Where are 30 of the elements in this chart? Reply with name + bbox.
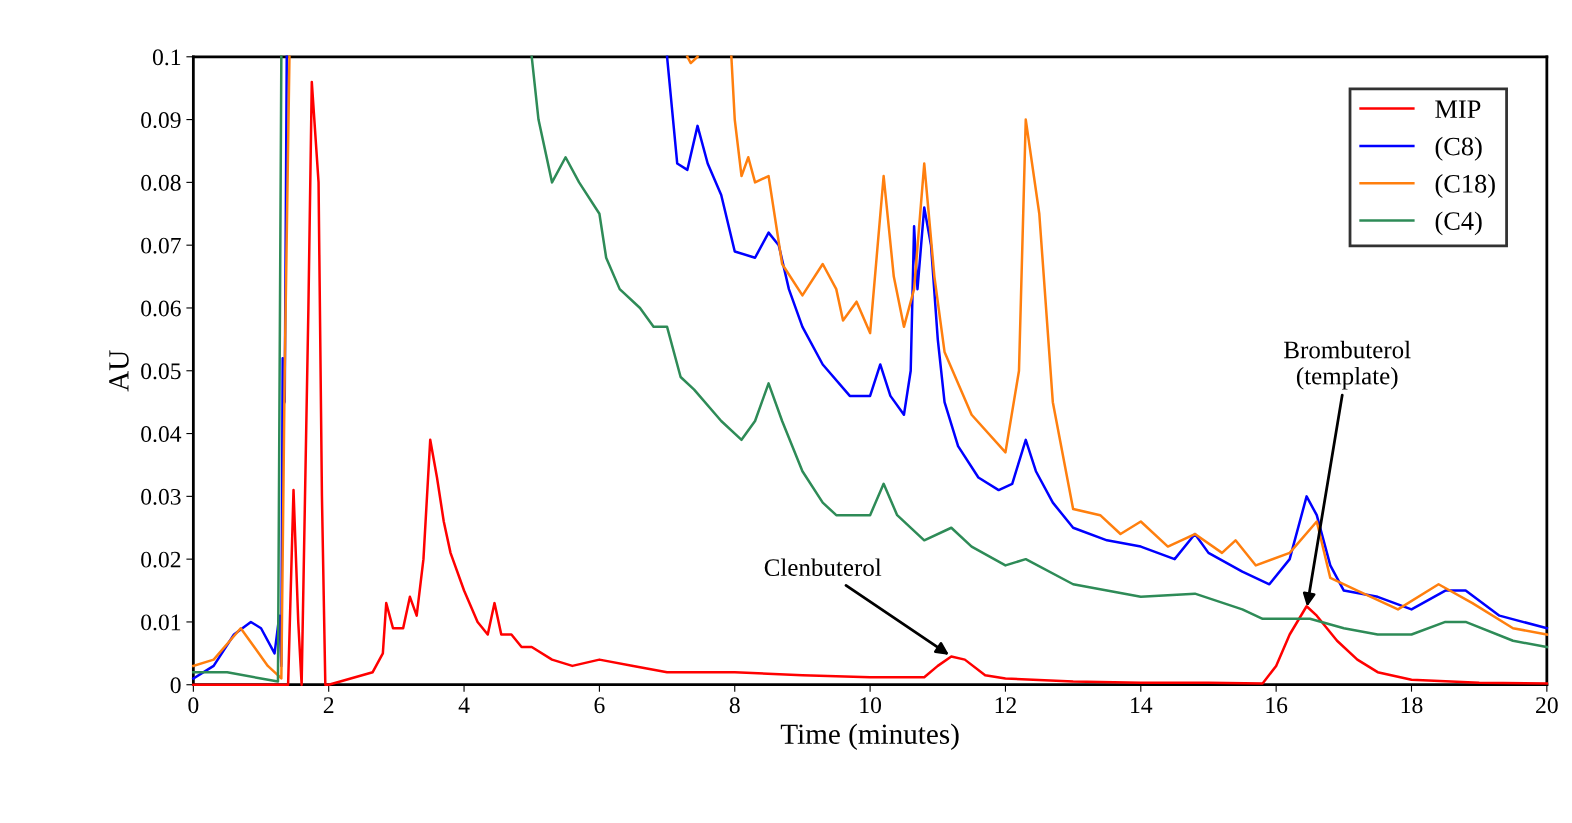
y-tick-label: 0.04 — [141, 426, 182, 443]
y-tick-label: 0.02 — [141, 551, 181, 568]
annotation: Brombuterol (template) — [1284, 340, 1411, 390]
y-tick-label: 0.07 — [141, 237, 181, 254]
x-tick-label: 8 — [729, 697, 740, 714]
y-tick-label: 0.01 — [141, 614, 181, 631]
y-axis-title: AU — [109, 350, 129, 392]
x-tick-label: 4 — [458, 697, 470, 713]
legend-label: MIP — [1435, 100, 1481, 118]
annotation: Clenbuterol — [764, 558, 882, 577]
y-tick-label: 0 — [170, 677, 181, 694]
y-tick-label: 0.1 — [152, 49, 181, 66]
x-tick-label: 2 — [323, 697, 334, 713]
legend-label: (C18) — [1435, 174, 1495, 199]
legend-label: (C4) — [1435, 211, 1482, 236]
y-tick-label: 0.03 — [141, 488, 181, 505]
x-tick-label: 20 — [1536, 697, 1558, 714]
y-tick-label: 0.05 — [141, 363, 181, 380]
x-tick-label: 12 — [995, 697, 1016, 713]
x-axis-title: Time (minutes) — [780, 723, 959, 750]
x-tick-label: 18 — [1401, 697, 1423, 714]
legend-label: (C8) — [1435, 136, 1482, 161]
y-tick-label: 0.06 — [141, 300, 181, 317]
y-tick-label: 0.08 — [141, 174, 181, 191]
x-tick-label: 6 — [594, 697, 605, 714]
x-tick-label: 16 — [1266, 697, 1288, 714]
x-tick-label: 10 — [860, 697, 882, 714]
x-tick-label: 14 — [1131, 697, 1153, 713]
x-tick-label: 0 — [188, 697, 199, 714]
y-tick-label: 0.09 — [141, 112, 181, 129]
